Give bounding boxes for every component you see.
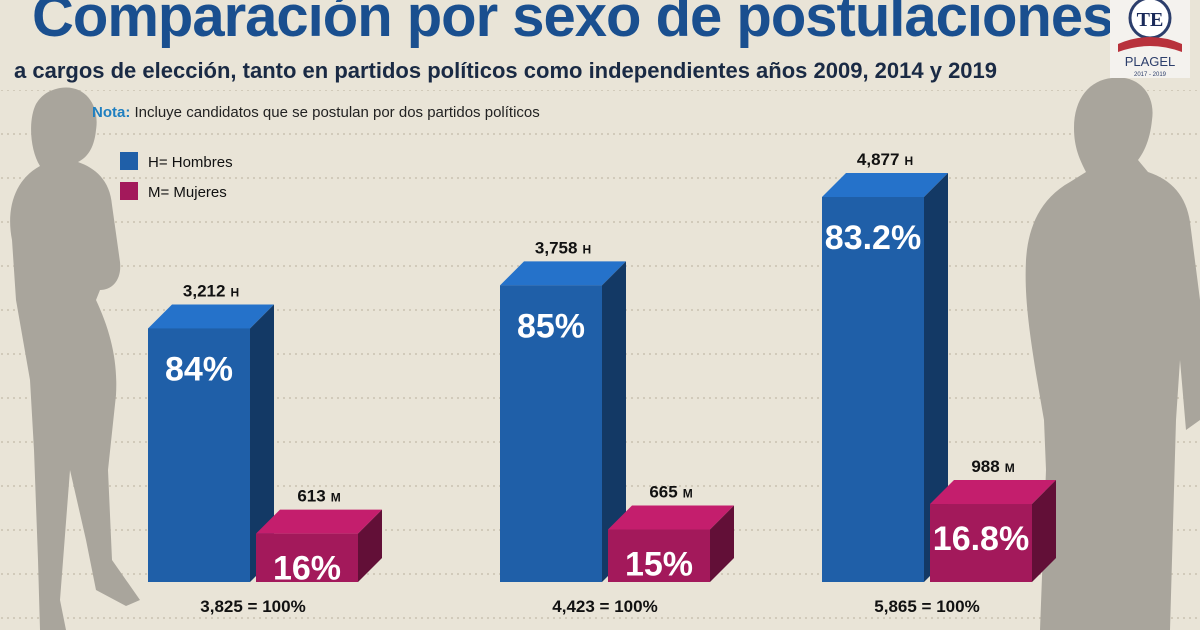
legend-label: H= Hombres <box>148 154 233 171</box>
bar-top <box>500 261 626 286</box>
silhouette-man <box>1025 77 1200 630</box>
value-text: 988 <box>971 457 999 476</box>
bar-front <box>148 328 250 582</box>
note-label: Nota: <box>92 104 130 121</box>
logo-flag <box>1118 37 1182 52</box>
value-label: 3,758 H <box>535 238 591 257</box>
value-suffix: H <box>904 154 913 168</box>
bar-top <box>930 480 1056 505</box>
bar-side <box>602 261 626 582</box>
bar <box>608 505 734 582</box>
bar-side <box>924 173 948 582</box>
value-label: 665 M <box>649 483 692 502</box>
bar-side <box>358 509 382 582</box>
share-label: 16.8% <box>933 520 1029 558</box>
share-label: 16% <box>273 550 341 588</box>
value-text: 3,212 <box>183 281 226 300</box>
logo-years: 2017 - 2019 <box>1134 72 1167 78</box>
bar-top <box>608 505 734 530</box>
bar <box>148 304 274 582</box>
subtitle: a cargos de elección, tanto en partidos … <box>14 58 997 83</box>
value-text: 4,877 <box>857 150 900 169</box>
bar-side <box>250 304 274 582</box>
bar-top <box>822 173 948 197</box>
value-label: 4,877 H <box>857 150 913 169</box>
value-suffix: M <box>683 487 693 501</box>
share-label: 83.2% <box>825 219 921 257</box>
value-label: 988 M <box>971 457 1014 476</box>
title: Comparación por sexo de postulaciones <box>32 0 1113 49</box>
bar-top <box>148 304 274 329</box>
legend-swatch <box>120 182 138 200</box>
logo: TE PLAGEL 2017 - 2019 <box>1110 0 1190 78</box>
share-label: 85% <box>517 307 585 345</box>
bar <box>822 173 948 582</box>
share-label: 15% <box>625 546 693 584</box>
total-label: 3,825 = 100% <box>200 597 305 616</box>
bar-front <box>822 197 924 582</box>
legend-swatch <box>120 152 138 170</box>
legend-label: M= Mujeres <box>148 184 227 201</box>
bar-top <box>256 509 382 534</box>
value-label: 613 M <box>297 487 340 506</box>
share-label: 84% <box>165 350 233 388</box>
value-text: 3,758 <box>535 238 578 257</box>
bar-front <box>930 504 1032 582</box>
silhouette-woman <box>10 87 140 630</box>
value-suffix: M <box>1005 461 1015 475</box>
bar <box>256 509 382 582</box>
value-text: 613 <box>297 487 325 506</box>
bar-side <box>1032 480 1056 582</box>
bar-front <box>256 533 358 582</box>
total-label: 4,423 = 100% <box>552 597 657 616</box>
value-suffix: H <box>230 285 239 299</box>
value-suffix: M <box>331 491 341 505</box>
bar-side <box>710 505 734 582</box>
total-label: 5,865 = 100% <box>874 597 979 616</box>
logo-mark: TE <box>1137 9 1164 31</box>
bar <box>930 480 1056 582</box>
value-label: 3,212 H <box>183 281 239 300</box>
bar <box>500 261 626 582</box>
note: Nota: Incluye candidatos que se postulan… <box>92 104 540 121</box>
value-text: 665 <box>649 483 677 502</box>
bar-front <box>500 285 602 582</box>
logo-name: PLAGEL <box>1125 54 1176 69</box>
bar-front <box>608 529 710 582</box>
note-text: Incluye candidatos que se postulan por d… <box>135 104 540 121</box>
value-suffix: H <box>582 242 591 256</box>
